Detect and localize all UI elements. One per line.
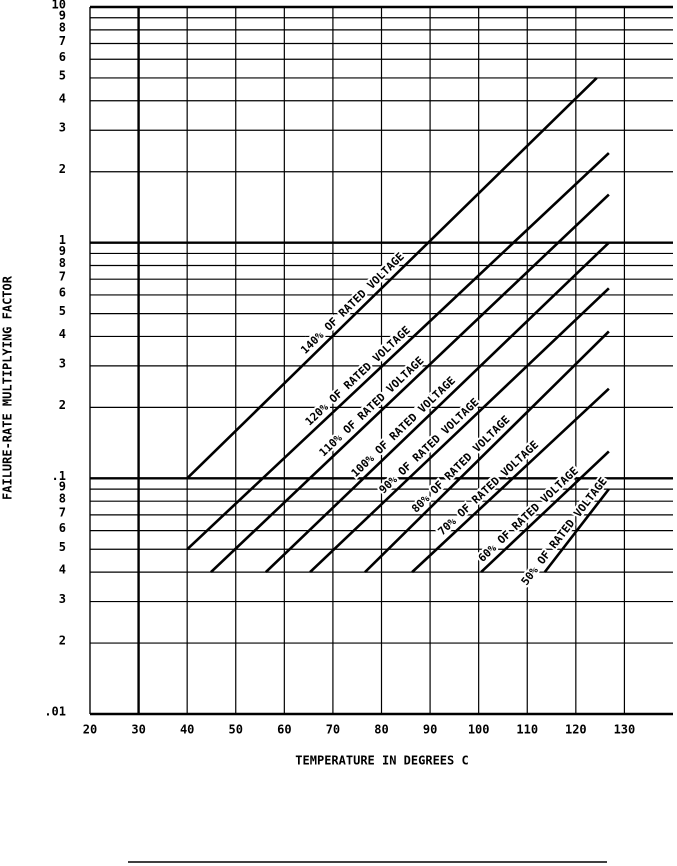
x-axis-label: TEMPERATURE IN DEGREES C: [295, 754, 468, 768]
y-tick-label: .1: [52, 469, 66, 483]
y-tick-label: 6: [59, 50, 66, 64]
curve: [309, 287, 610, 574]
x-tick-label: 80: [374, 723, 388, 737]
x-tick-label: 60: [277, 723, 291, 737]
y-tick-label: 9: [59, 480, 66, 494]
x-tick-label: 110: [516, 723, 538, 737]
y-tick-label: 6: [59, 521, 66, 535]
curve: [411, 387, 610, 574]
x-tick-label: 100: [468, 723, 490, 737]
y-tick-label: 4: [59, 327, 66, 341]
y-tick-label: 3: [59, 592, 66, 606]
y-tick-label: 5: [59, 304, 66, 318]
y-tick-label: 6: [59, 285, 66, 299]
y-axis-label: FAILURE-RATE MULTIPLYING FACTOR: [1, 275, 15, 500]
x-tick-label: 70: [326, 723, 340, 737]
curve: [186, 77, 598, 480]
curve: [264, 241, 610, 574]
x-tick-label: 130: [614, 723, 636, 737]
x-tick-label: 40: [180, 723, 194, 737]
y-tick-label: 7: [59, 34, 66, 48]
y-tick-label: 3: [59, 356, 66, 370]
curve: [364, 330, 610, 574]
y-tick-label: 8: [59, 492, 66, 506]
curve: [543, 488, 610, 573]
y-tick-label: 4: [59, 563, 66, 577]
y-tick-label: 1: [59, 233, 66, 247]
y-tick-label: 10: [52, 0, 66, 12]
curve: [480, 450, 610, 574]
x-tick-label: 20: [83, 723, 97, 737]
y-tick-label: 7: [59, 270, 66, 284]
x-tick-label: 120: [565, 723, 587, 737]
y-tick-label: .01: [44, 705, 66, 719]
y-tick-label: 2: [59, 162, 66, 176]
x-tick-label: 50: [229, 723, 243, 737]
y-tick-label: 3: [59, 121, 66, 135]
x-tick-label: 30: [131, 723, 145, 737]
y-tick-label: 5: [59, 540, 66, 554]
y-tick-label: 4: [59, 91, 66, 105]
y-tick-label: 9: [59, 8, 66, 22]
y-tick-label: 8: [59, 20, 66, 34]
y-tick-label: 5: [59, 68, 66, 82]
curve: [210, 193, 610, 574]
y-tick-label: 7: [59, 505, 66, 519]
y-tick-label: 8: [59, 256, 66, 270]
x-tick-label: 90: [423, 723, 437, 737]
y-tick-label: 9: [59, 244, 66, 258]
curve: [186, 152, 610, 551]
y-tick-label: 2: [59, 634, 66, 648]
y-tick-label: 2: [59, 398, 66, 412]
